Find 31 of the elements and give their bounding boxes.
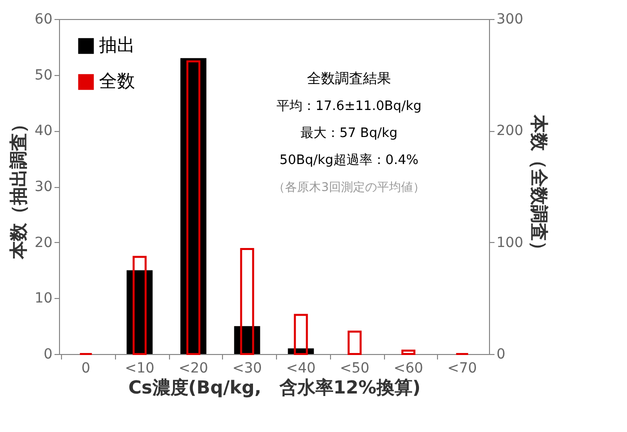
annotation: 最大：57 Bq/kg <box>300 126 398 141</box>
bar <box>401 350 416 355</box>
y-tick-label: 30 <box>34 179 52 195</box>
y2-tick-label: 0 <box>496 346 506 362</box>
y-tick-label: 10 <box>34 290 52 307</box>
y-tick-label: 0 <box>44 346 52 362</box>
y-tick-label: 40 <box>34 123 52 140</box>
x-tick-label: 0 <box>81 360 90 376</box>
x-tick-label: <20 <box>178 360 208 376</box>
annotation: 全数調査結果 <box>307 71 391 87</box>
y-tick-label: 50 <box>34 67 52 84</box>
x-tick-label: <10 <box>124 360 154 376</box>
annotation: 50Bq/kg超過率：0.4% <box>280 152 418 168</box>
x-tick-label: <60 <box>394 360 424 376</box>
x-axis-title: Cs濃度(Bq/kg, 含水率12%換算) <box>128 378 421 398</box>
y2-axis-title: 本数（全数調査） <box>528 114 550 259</box>
y-tick-label: 20 <box>34 234 52 251</box>
annotation: 平均：17.6±11.0Bq/kg <box>276 99 422 114</box>
y2-tick-label: 300 <box>496 12 524 28</box>
x-tick-label: <50 <box>340 360 370 376</box>
bar <box>348 330 362 355</box>
x-tick-label: <30 <box>232 360 262 376</box>
legend-label: 全数 <box>99 71 135 92</box>
x-tick-label: <40 <box>286 360 316 376</box>
legend-label: 抽出 <box>99 35 135 56</box>
y-axis-title: 本数（抽出調査） <box>8 115 30 260</box>
y2-tick-label: 100 <box>496 234 524 251</box>
x-tick-label: <70 <box>447 360 477 376</box>
y-tick-label: 60 <box>34 12 52 28</box>
y2-tick-label: 200 <box>496 123 524 140</box>
annotation: （各原木3回測定の平均値） <box>273 180 425 194</box>
